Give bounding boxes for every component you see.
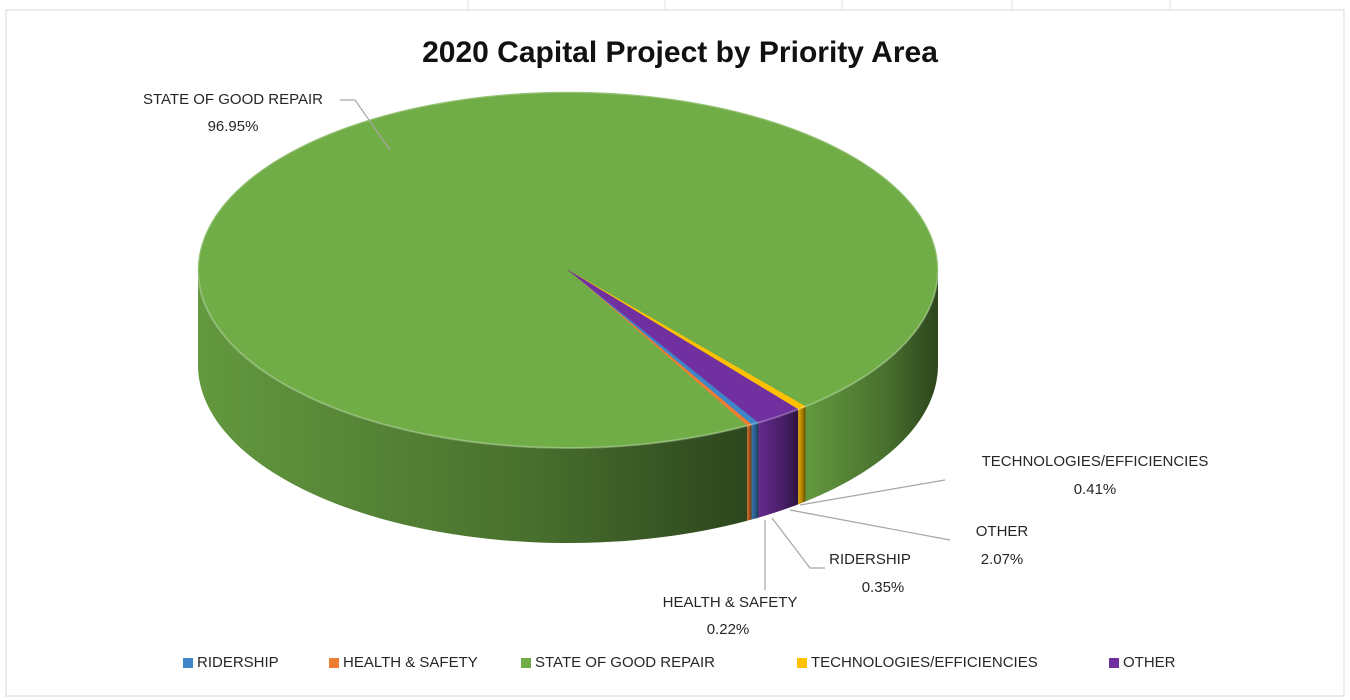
slice-side-shade	[747, 424, 752, 521]
data-label-name: RIDERSHIP	[829, 551, 911, 568]
legend: RIDERSHIP HEALTH & SAFETY STATE OF GOOD RE…	[183, 654, 1176, 671]
legend-label: OTHER	[1123, 654, 1176, 671]
data-label-name: HEALTH & SAFETY	[663, 594, 798, 611]
data-label-name: TECHNOLOGIES/EFFICIENCIES	[982, 453, 1209, 470]
legend-swatch	[183, 658, 193, 668]
slice-side-shade	[198, 270, 748, 543]
slice-side-shade	[798, 406, 806, 505]
leader-line	[340, 99, 391, 151]
pie-rim	[197, 91, 939, 449]
data-label-name: OTHER	[976, 523, 1029, 540]
slice	[567, 269, 799, 423]
slice-side-shade	[751, 422, 759, 520]
pie-tops	[197, 91, 939, 449]
legend-swatch	[1109, 658, 1119, 668]
legend-label: TECHNOLOGIES/EFFICIENCIES	[811, 654, 1038, 671]
legend-label: RIDERSHIP	[197, 654, 279, 671]
leader-line	[789, 509, 951, 541]
legend-swatch	[797, 658, 807, 668]
data-label-value: 0.35%	[862, 579, 905, 596]
chart-title: 2020 Capital Project by Priority Area	[422, 36, 938, 69]
data-label-value: 2.07%	[981, 551, 1024, 568]
legend-label: STATE OF GOOD REPAIR	[535, 654, 715, 671]
leader-line	[799, 479, 946, 506]
data-label-value: 96.95%	[208, 118, 259, 135]
legend-label: HEALTH & SAFETY	[343, 654, 478, 671]
legend-swatch	[521, 658, 531, 668]
data-labels: RIDERSHIP 0.35% HEALTH & SAFETY 0.22% STATE …	[143, 91, 1208, 638]
data-label-value: 0.41%	[1074, 481, 1117, 498]
slice-side-shade	[805, 270, 938, 502]
data-label-name: STATE OF GOOD REPAIR	[143, 91, 323, 108]
sheet-grid	[467, 0, 1171, 10]
data-label-value: 0.22%	[707, 621, 750, 638]
leader-line	[771, 517, 825, 569]
legend-swatch	[329, 658, 339, 668]
pie-sides	[198, 270, 938, 543]
slice-side-shade	[758, 409, 799, 518]
